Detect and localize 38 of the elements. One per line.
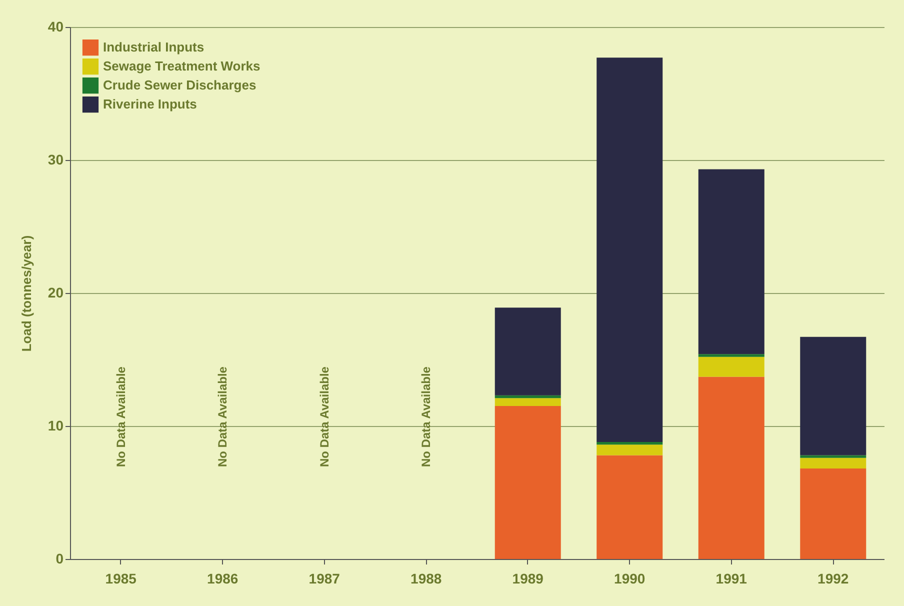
x-tick-label: 1987 [308,570,340,586]
y-tick-label: 20 [48,284,64,300]
legend-label: Sewage Treatment Works [103,58,260,74]
x-tick-label: 1989 [512,570,544,586]
bar [494,398,561,406]
bar [596,444,663,456]
y-tick-label: 30 [48,152,64,168]
bar [698,376,764,559]
x-tick-label: 1990 [614,570,646,586]
annotation: No Data Available [216,366,230,467]
y-tick-label: 40 [48,18,64,34]
x-tick-label: 1988 [410,570,442,586]
legend-label: Riverine Inputs [103,96,197,112]
y-tick-label: 0 [56,550,64,566]
bar [494,395,561,398]
bar [698,356,764,377]
bar [698,354,764,357]
bar [596,442,663,445]
x-tick-label: 1986 [207,570,238,586]
x-tick-label: 1985 [105,570,137,586]
annotation: No Data Available [419,366,434,467]
bar [494,308,561,396]
y-axis-title: Load (tonnes/year) [18,235,34,352]
x-tick-label: 1991 [716,570,748,586]
annotation: No Data Available [114,366,128,467]
x-tick-label: 1992 [818,570,849,586]
bar [596,455,663,559]
bar [698,169,764,354]
y-tick-label: 10 [48,418,64,434]
annotation: No Data Available [317,366,332,467]
bar [800,336,866,456]
bar [800,455,866,458]
bar [800,458,866,469]
legend-label: Industrial Inputs [103,40,204,54]
bar [596,58,663,442]
bar [494,406,561,559]
bar [800,468,866,559]
legend-label: Crude Sewer Discharges [103,78,256,92]
